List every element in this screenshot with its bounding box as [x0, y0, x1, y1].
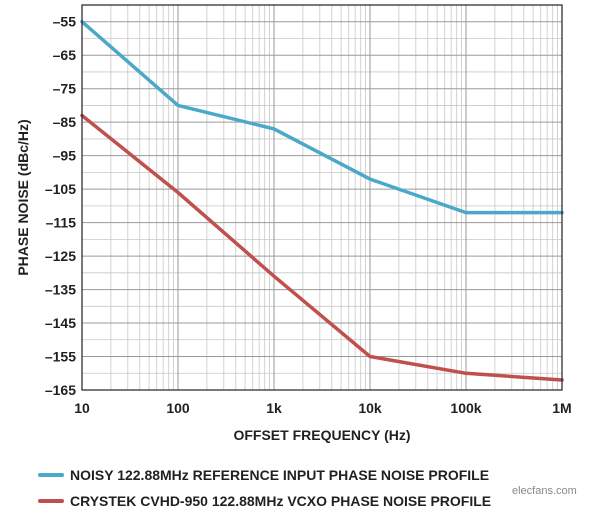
- y-axis-title: PHASE NOISE (dBc/Hz): [15, 119, 31, 275]
- minor-gridlines: [82, 4, 562, 390]
- plot-frame: [81, 4, 563, 391]
- y-tick-label: –115: [46, 215, 77, 231]
- series-line-1: [80, 19, 564, 215]
- legend: NOISY 122.88MHz REFERENCE INPUT PHASE NO…: [38, 462, 491, 514]
- legend-item-reference: NOISY 122.88MHz REFERENCE INPUT PHASE NO…: [38, 462, 491, 488]
- watermark: elecfans.com: [512, 485, 577, 497]
- x-tick-labels: 10 100 1k 10k 100k 1M: [74, 400, 572, 416]
- y-tick-label: –135: [45, 282, 76, 298]
- y-tick-label: –85: [53, 114, 77, 130]
- y-tick-label: –145: [45, 315, 76, 331]
- series-lines: [80, 19, 564, 382]
- legend-label-vcxo: CRYSTEK CVHD-950 122.88MHz VCXO PHASE NO…: [70, 493, 492, 509]
- y-tick-label: –155: [45, 349, 76, 365]
- legend-item-vcxo: CRYSTEK CVHD-950 122.88MHz VCXO PHASE NO…: [38, 488, 491, 514]
- major-gridlines: [81, 5, 563, 391]
- x-tick-label: 100: [166, 400, 190, 416]
- series-line-2: [80, 113, 564, 382]
- x-tick-label: 100k: [450, 400, 481, 416]
- x-tick-label: 10k: [358, 400, 382, 416]
- x-tick-label: 10: [74, 400, 90, 416]
- y-tick-label: –65: [53, 47, 77, 63]
- y-tick-label: –95: [53, 148, 77, 164]
- y-tick-label: –125: [45, 248, 76, 264]
- legend-swatch-vcxo: [38, 499, 64, 503]
- legend-swatch-reference: [38, 473, 64, 477]
- x-tick-label: 1k: [266, 400, 282, 416]
- x-tick-label: 1M: [552, 400, 571, 416]
- y-tick-label: –55: [53, 14, 77, 30]
- y-tick-label: –105: [45, 181, 76, 197]
- x-axis-title: OFFSET FREQUENCY (Hz): [233, 427, 410, 443]
- legend-label-reference: NOISY 122.88MHz REFERENCE INPUT PHASE NO…: [70, 467, 490, 483]
- y-tick-label: –165: [45, 382, 76, 398]
- y-tick-label: –75: [53, 81, 77, 97]
- y-tick-labels: –55 –65 –75 –85 –95 –105 –115 –125 –135 –145 –155 –…: [45, 14, 76, 398]
